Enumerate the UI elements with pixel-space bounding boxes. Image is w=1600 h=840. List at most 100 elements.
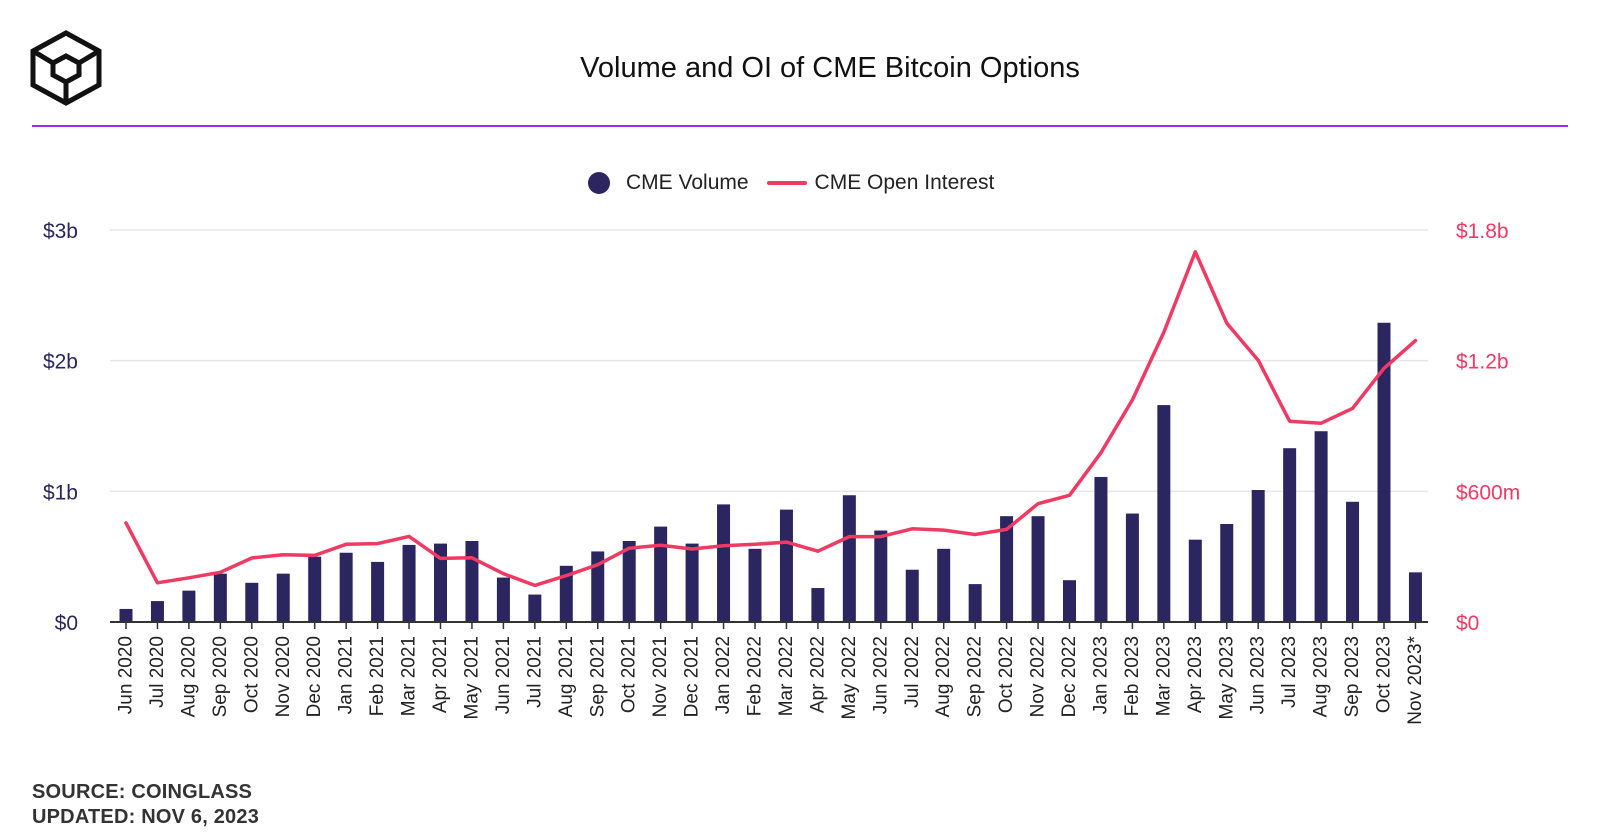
chart-footer: SOURCE: COINGLASS UPDATED: NOV 6, 2023	[32, 780, 259, 830]
source-note: SOURCE: COINGLASS	[32, 781, 253, 803]
volume-bar	[1220, 524, 1234, 622]
x-tick-label: May 2023	[1216, 636, 1237, 719]
cube-logo-icon	[30, 30, 102, 106]
volume-bar	[937, 548, 951, 622]
y-right-tick-label: $1.2b	[1456, 351, 1509, 374]
x-tick-label: Jul 2021	[524, 636, 545, 708]
volume-bar	[213, 573, 227, 622]
x-tick-label: Aug 2021	[556, 636, 577, 717]
chart-legend: CME Volume CME Open Interest	[588, 171, 994, 195]
volume-bar	[339, 552, 353, 622]
legend-oi-swatch	[766, 181, 807, 185]
y-right-tick-label: $1.8b	[1456, 220, 1509, 243]
x-tick-label: Sep 2022	[965, 636, 986, 717]
x-tick-label: Nov 2020	[273, 636, 294, 717]
x-tick-label: Feb 2021	[367, 636, 388, 716]
x-tick-label: Jun 2022	[870, 636, 891, 714]
volume-bar	[245, 582, 259, 622]
volume-bar	[622, 540, 636, 622]
volume-bar	[1157, 405, 1171, 622]
x-tick-label: Feb 2023	[1122, 636, 1143, 716]
volume-bar	[748, 548, 762, 622]
x-tick-label: Oct 2021	[619, 636, 640, 713]
updated-note: UPDATED: NOV 6, 2023	[32, 806, 260, 828]
x-tick-label: Apr 2023	[1185, 636, 1206, 713]
x-tick-label: Dec 2021	[682, 636, 703, 717]
y-left-tick-label: $2b	[43, 351, 78, 374]
volume-bar	[402, 544, 416, 622]
title-divider	[32, 125, 1568, 127]
x-tick-label: Dec 2020	[304, 636, 325, 717]
volume-bar	[308, 556, 322, 622]
volume-bar	[150, 601, 164, 622]
volume-bar	[182, 590, 196, 622]
x-tick-label: Sep 2020	[210, 636, 231, 717]
volume-bar	[528, 594, 542, 622]
x-tick-label: Jun 2021	[493, 636, 514, 714]
volume-bar	[559, 565, 573, 622]
volume-bar	[434, 543, 447, 622]
y-right-tick-label: $0	[1456, 612, 1479, 635]
volume-bar	[276, 573, 290, 622]
x-tick-label: Jan 2022	[713, 636, 734, 714]
open-interest-line	[124, 250, 1418, 588]
x-tick-label: Jul 2020	[147, 636, 168, 708]
volume-bar	[905, 569, 919, 622]
volume-bar	[654, 526, 668, 622]
volume-bar	[1283, 448, 1297, 622]
x-tick-label: Nov 2023*	[1405, 635, 1426, 724]
x-tick-label: Jul 2022	[902, 636, 923, 708]
x-tick-label: Oct 2023	[1374, 636, 1395, 713]
legend-volume-swatch	[588, 172, 610, 194]
volume-bar	[1251, 490, 1265, 622]
y-left-tick-label: $3b	[43, 220, 78, 243]
x-tick-label: Jul 2023	[1279, 636, 1300, 708]
x-tick-label: Aug 2022	[933, 636, 954, 717]
legend-oi-label: CME Open Interest	[814, 171, 995, 194]
x-tick-label: Sep 2023	[1342, 636, 1363, 717]
volume-bar	[717, 504, 731, 622]
volume-bar	[371, 561, 385, 622]
x-tick-label: Oct 2020	[241, 636, 262, 713]
x-tick-label: Apr 2022	[807, 636, 828, 713]
volume-bar	[591, 551, 605, 622]
chart-header: Volume and OI of CME Bitcoin Options	[0, 0, 1600, 128]
volume-bar	[1377, 322, 1391, 622]
legend-volume-label: CME Volume	[626, 171, 749, 194]
x-tick-label: Mar 2023	[1153, 636, 1174, 716]
x-tick-label: Jun 2023	[1248, 636, 1269, 714]
volume-bar	[1063, 580, 1076, 622]
x-tick-label: Jun 2020	[116, 636, 137, 714]
x-tick-label: Jan 2023	[1090, 636, 1111, 714]
x-tick-label: Oct 2022	[996, 636, 1017, 713]
volume-bar	[119, 608, 133, 622]
volume-bar	[874, 530, 888, 622]
x-tick-label: Dec 2022	[1059, 636, 1080, 717]
x-tick-label: Nov 2022	[1028, 636, 1049, 717]
volume-bar	[465, 540, 479, 622]
volume-bar	[842, 495, 856, 622]
y-left-tick-label: $1b	[43, 481, 78, 504]
x-tick-label: Jan 2021	[336, 636, 357, 714]
x-tick-label: Aug 2020	[178, 636, 199, 717]
x-tick-label: May 2022	[839, 636, 860, 719]
volume-bar	[1125, 513, 1139, 622]
volume-bar	[685, 543, 699, 622]
volume-bar	[1031, 516, 1045, 622]
x-tick-label: Aug 2023	[1311, 636, 1332, 717]
volume-bar	[811, 588, 825, 622]
volume-bar	[779, 509, 793, 622]
y-right-tick-label: $600m	[1456, 481, 1520, 504]
volume-bar	[1314, 431, 1328, 622]
y-left-tick-label: $0	[55, 612, 78, 635]
volume-bar	[1094, 476, 1108, 622]
volume-bar	[1408, 572, 1422, 622]
chart-title: Volume and OI of CME Bitcoin Options	[580, 52, 1080, 84]
x-tick-label: May 2021	[461, 636, 482, 719]
volume-bar	[1346, 501, 1360, 622]
x-tick-label: Feb 2022	[745, 636, 766, 716]
volume-bar	[968, 584, 982, 622]
volume-bar	[1188, 539, 1202, 622]
x-tick-label: Mar 2022	[776, 636, 797, 716]
